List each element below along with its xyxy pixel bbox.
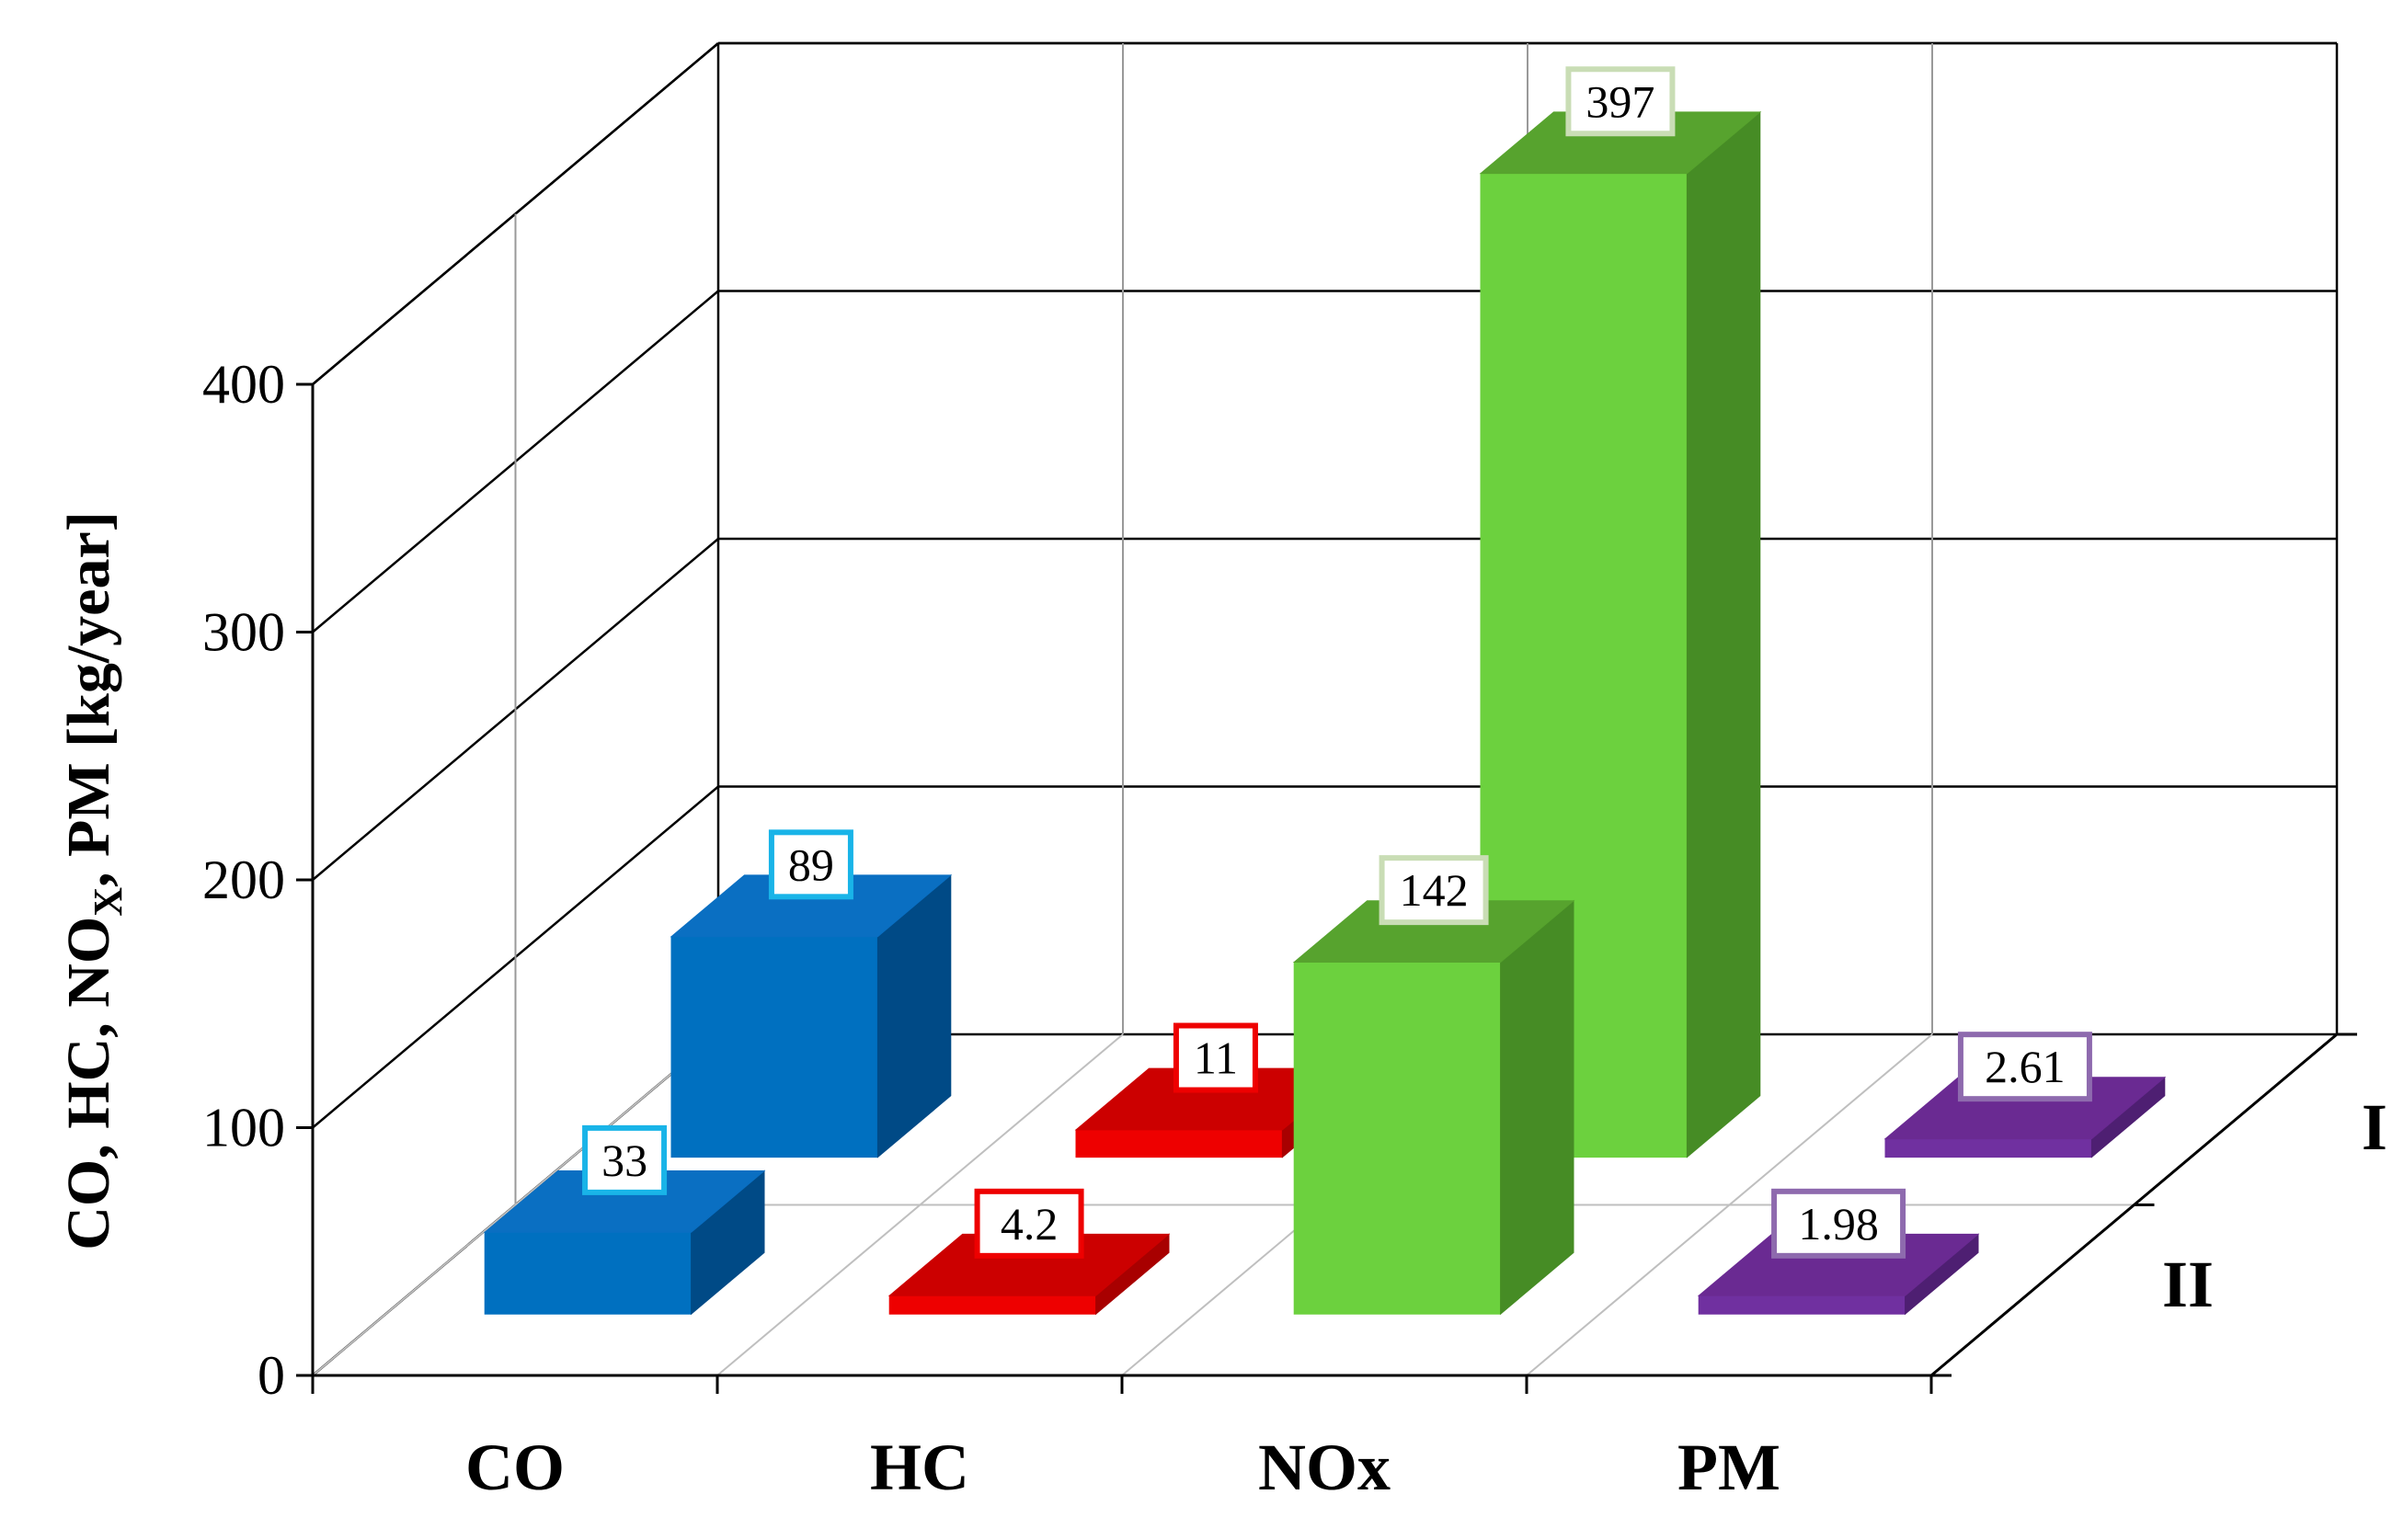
bar-nox-ii — [1292, 899, 1575, 1316]
x-tick-label: HC — [870, 1431, 969, 1504]
bar-pm-i — [1883, 1076, 2167, 1158]
data-label-box — [974, 1188, 1084, 1259]
data-label: 11 — [1173, 1022, 1258, 1093]
data-label-box — [1771, 1188, 1906, 1259]
bar-pm-ii — [1697, 1233, 1980, 1316]
bar-top-face — [1292, 900, 1575, 963]
bar-co-ii — [483, 1169, 766, 1316]
series-label-i: I — [2362, 1090, 2387, 1164]
data-label: 4.2 — [974, 1188, 1084, 1259]
y-tick-label: 200 — [202, 850, 285, 910]
data-label-box — [1173, 1022, 1258, 1093]
bar-front-face — [1075, 1129, 1283, 1158]
data-label: 142 — [1379, 855, 1489, 926]
bar-side-face — [1500, 899, 1574, 1316]
data-label-box — [768, 829, 853, 900]
y-tick-label: 100 — [202, 1098, 285, 1158]
data-label: 33 — [582, 1124, 668, 1195]
bar-front-face — [1884, 1138, 2092, 1158]
bar-front-face — [1293, 962, 1502, 1315]
x-tick-label: NOx — [1258, 1431, 1391, 1504]
bar-top-face — [483, 1170, 766, 1233]
bar-top-face — [670, 874, 953, 938]
data-label-box — [1565, 66, 1676, 137]
data-label-text: 89 — [788, 838, 834, 890]
chart-text: 89 11 397 2.61 33 4.2 142 1.98 0 100 200 300 400 CO HC… — [55, 66, 2387, 1504]
data-label-box — [1957, 1032, 2092, 1102]
x-tick-label: PM — [1677, 1431, 1780, 1504]
bar-side-face — [1686, 110, 1761, 1158]
bar-co-i — [670, 873, 953, 1158]
chart-bars — [483, 110, 2167, 1316]
data-label-text: 4.2 — [1001, 1198, 1059, 1249]
data-label-text: 2.61 — [1985, 1041, 2066, 1092]
data-label-text: 33 — [601, 1135, 647, 1186]
bar-top-face — [1883, 1077, 2167, 1140]
y-axis-title: CO, HC, NOX, PM [kg/year] — [55, 511, 131, 1249]
data-label-box — [1379, 855, 1489, 926]
data-label-text: 1.98 — [1798, 1198, 1879, 1249]
bar-hc-ii — [887, 1233, 1171, 1316]
x-tick-label: CO — [465, 1431, 565, 1504]
bar-top-face — [887, 1233, 1171, 1296]
bar-front-face — [670, 936, 878, 1158]
data-label: 397 — [1565, 66, 1676, 137]
data-label-text: 142 — [1400, 864, 1469, 916]
data-label-box — [582, 1124, 668, 1195]
y-axis-title-part: , PM [kg/year] — [55, 511, 122, 887]
bar-front-face — [888, 1295, 1097, 1315]
y-tick-label: 0 — [258, 1345, 285, 1406]
bar-top-face — [1479, 111, 1762, 175]
data-label-text: 11 — [1194, 1032, 1238, 1084]
data-label: 2.61 — [1957, 1032, 2092, 1102]
data-label: 89 — [768, 829, 853, 900]
y-tick-label: 400 — [202, 354, 285, 415]
bar-top-face — [1697, 1233, 1980, 1296]
y-axis-title-part: X — [86, 887, 131, 917]
data-label: 1.98 — [1771, 1188, 1906, 1259]
y-tick-label: 300 — [202, 602, 285, 663]
data-label-text: 397 — [1585, 75, 1654, 127]
bar-front-face — [1698, 1295, 1906, 1315]
bar-front-face — [484, 1231, 693, 1315]
series-label-ii: II — [2162, 1248, 2214, 1321]
y-axis-title-part: CO, HC, NO — [55, 917, 122, 1250]
